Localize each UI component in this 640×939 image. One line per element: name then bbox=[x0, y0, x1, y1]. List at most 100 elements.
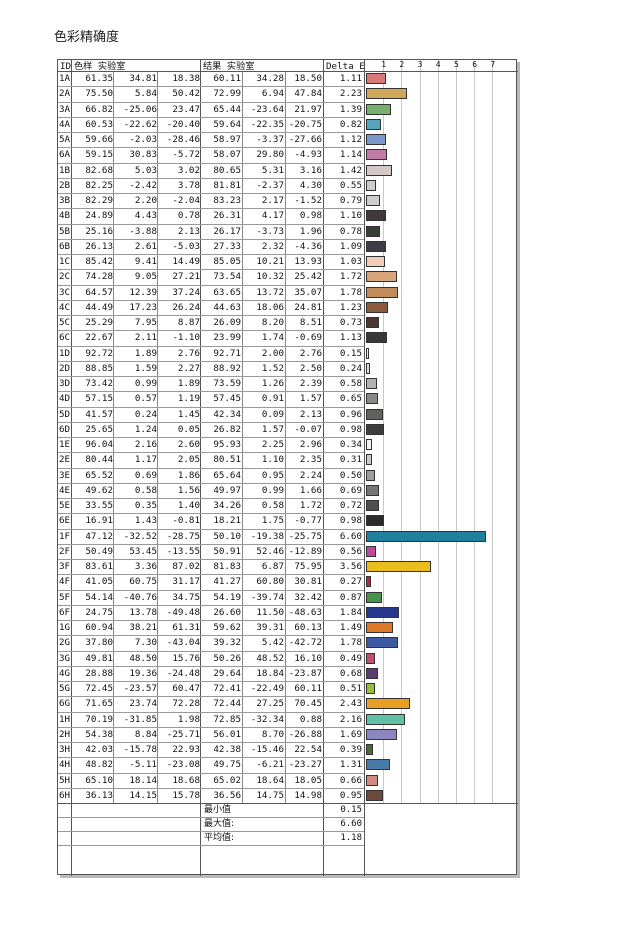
delta-e-bar bbox=[366, 759, 390, 771]
row-divider bbox=[58, 193, 364, 194]
row-divider bbox=[58, 391, 364, 393]
sample-lab-value: 8.84 bbox=[134, 728, 157, 740]
result-lab-value: 81.81 bbox=[213, 179, 241, 191]
result-lab-value: -4.36 bbox=[294, 240, 322, 252]
sample-lab-value: 87.02 bbox=[172, 561, 200, 572]
result-lab-value: -48.63 bbox=[288, 606, 322, 618]
row-id: 2H bbox=[59, 728, 71, 740]
sample-lab-value: 24.89 bbox=[85, 210, 113, 222]
delta-e-bar bbox=[366, 576, 371, 588]
result-lab-value: 1.74 bbox=[261, 332, 284, 344]
summary-value: 0.15 bbox=[340, 805, 362, 815]
delta-e-bar bbox=[366, 530, 487, 542]
result-lab-value: -26.88 bbox=[288, 728, 322, 740]
result-lab-value: -22.35 bbox=[250, 118, 284, 130]
row-divider bbox=[58, 284, 364, 286]
result-lab-value: -0.77 bbox=[294, 515, 322, 527]
sample-lab-value: 3.02 bbox=[177, 164, 200, 176]
result-lab-value: 2.13 bbox=[299, 408, 322, 420]
result-lab-value: 2.50 bbox=[299, 362, 322, 374]
row-id: 6E bbox=[59, 515, 71, 527]
row-divider bbox=[58, 132, 364, 133]
result-lab-value: 1.66 bbox=[299, 484, 322, 496]
sample-lab-value: -13.55 bbox=[166, 545, 200, 557]
result-lab-value: 22.54 bbox=[294, 744, 322, 755]
result-lab-value: 2.17 bbox=[261, 195, 284, 206]
row-divider bbox=[58, 650, 364, 652]
result-lab-value: 10.21 bbox=[256, 256, 284, 267]
row-id: 4E bbox=[59, 484, 71, 496]
result-lab-value: 24.81 bbox=[294, 301, 322, 313]
result-lab-value: 8.20 bbox=[261, 317, 284, 328]
result-lab-value: 0.99 bbox=[261, 484, 284, 496]
row-divider bbox=[58, 757, 364, 759]
sample-lab-value: -22.62 bbox=[123, 118, 157, 130]
sample-lab-value: 65.52 bbox=[85, 469, 113, 481]
row-id: 2B bbox=[59, 179, 71, 191]
sample-lab-value: 31.17 bbox=[172, 576, 200, 588]
delta-e-bar bbox=[366, 728, 397, 740]
result-lab-value: 42.34 bbox=[213, 408, 241, 420]
sample-lab-value: 25.16 bbox=[85, 225, 113, 237]
sample-lab-value: 0.99 bbox=[134, 378, 157, 389]
sample-lab-value: 0.35 bbox=[134, 500, 157, 511]
delta-e-value: 6.60 bbox=[339, 530, 362, 542]
delta-e-bar bbox=[366, 561, 431, 572]
sample-lab-value: -5.11 bbox=[129, 759, 157, 771]
result-lab-value: 18.64 bbox=[256, 774, 284, 786]
delta-e-value: 0.15 bbox=[339, 347, 362, 359]
row-divider bbox=[58, 681, 364, 682]
sample-lab-value: 59.15 bbox=[85, 149, 113, 161]
result-lab-value: 54.19 bbox=[213, 591, 241, 603]
row-divider bbox=[58, 742, 364, 743]
result-lab-value: 18.06 bbox=[256, 301, 284, 313]
row-divider bbox=[58, 589, 364, 591]
row-id: 2E bbox=[59, 454, 71, 466]
scale-tick-label: 5 bbox=[454, 60, 459, 69]
result-lab-value: -25.75 bbox=[288, 530, 322, 542]
result-lab-value: 80.51 bbox=[213, 454, 241, 466]
result-lab-value: 72.85 bbox=[213, 713, 241, 725]
delta-e-bar bbox=[366, 423, 384, 435]
delta-e-bar bbox=[366, 500, 380, 511]
sample-lab-value: 8.87 bbox=[177, 317, 200, 328]
delta-e-value: 0.49 bbox=[339, 652, 362, 664]
scale-gridline bbox=[492, 60, 494, 803]
result-lab-value: 21.97 bbox=[294, 103, 322, 115]
sample-lab-value: 88.85 bbox=[85, 362, 113, 374]
result-lab-value: 95.93 bbox=[213, 439, 241, 450]
delta-e-bar bbox=[366, 164, 392, 176]
row-id: 3B bbox=[59, 195, 71, 206]
sample-lab-value: 1.59 bbox=[134, 362, 157, 374]
row-id: 4C bbox=[59, 301, 71, 313]
sample-lab-value: 1.86 bbox=[177, 469, 200, 481]
row-divider bbox=[58, 177, 364, 179]
row-divider bbox=[58, 665, 364, 667]
sample-lab-value: 26.13 bbox=[85, 240, 113, 252]
result-lab-value: 29.64 bbox=[213, 667, 241, 679]
result-lab-value: 50.10 bbox=[213, 530, 241, 542]
summary-label: 平均值: bbox=[204, 833, 235, 843]
row-divider bbox=[58, 452, 364, 454]
summary-divider bbox=[58, 803, 518, 804]
sample-lab-value: 22.67 bbox=[85, 332, 113, 344]
sample-lab-value: 66.82 bbox=[85, 103, 113, 115]
row-divider bbox=[58, 101, 364, 103]
scale-tick-label: 3 bbox=[417, 60, 423, 69]
row-id: 1G bbox=[59, 622, 71, 633]
sample-lab-value: 50.42 bbox=[172, 88, 200, 100]
row-divider bbox=[58, 330, 364, 332]
delta-e-value: 2.23 bbox=[339, 88, 362, 100]
sample-lab-value: 0.69 bbox=[134, 469, 157, 481]
sample-lab-value: 36.13 bbox=[85, 789, 113, 801]
row-divider bbox=[58, 162, 364, 164]
result-lab-value: 18.84 bbox=[256, 667, 284, 679]
delta-e-bar bbox=[366, 652, 375, 664]
sample-lab-value: -0.81 bbox=[172, 515, 200, 527]
result-lab-value: 47.84 bbox=[294, 88, 322, 100]
sample-lab-value: 1.17 bbox=[134, 454, 157, 466]
delta-e-value: 1.78 bbox=[339, 637, 362, 649]
sample-lab-value: 47.12 bbox=[85, 530, 113, 542]
result-lab-value: 34.28 bbox=[256, 73, 284, 84]
result-lab-value: 8.70 bbox=[261, 728, 284, 740]
